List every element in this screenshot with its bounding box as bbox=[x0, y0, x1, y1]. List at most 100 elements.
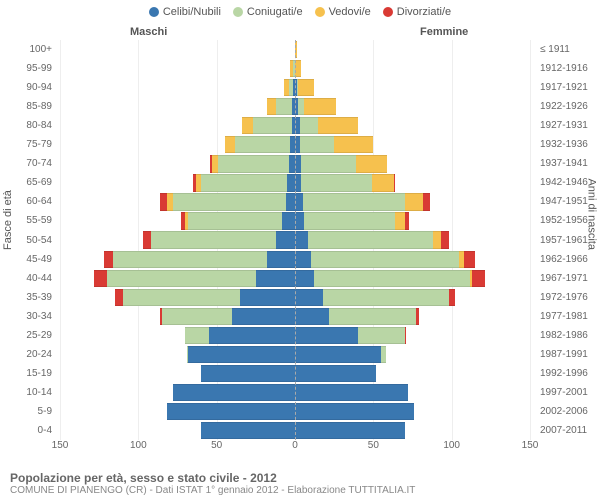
age-group-labels: 0-45-910-1415-1920-2425-2930-3435-3940-4… bbox=[0, 40, 56, 440]
pyramid-row bbox=[60, 326, 295, 345]
bar-segment-married bbox=[173, 193, 286, 210]
age-group-label: 65-69 bbox=[0, 173, 56, 192]
legend-item: Vedovi/e bbox=[315, 6, 371, 18]
bar-segment-single bbox=[295, 212, 304, 229]
pyramid-row bbox=[295, 364, 530, 383]
birth-year-label: 1972-1976 bbox=[540, 288, 600, 307]
pyramid-row bbox=[60, 345, 295, 364]
bar-segment-married bbox=[151, 231, 276, 248]
bar-segment-married bbox=[235, 136, 290, 153]
bar-segment-widowed bbox=[225, 136, 236, 153]
bar-segment-married bbox=[329, 308, 415, 325]
bar-segment-married bbox=[113, 251, 267, 268]
legend-item: Coniugati/e bbox=[233, 6, 303, 18]
bar-segment-single bbox=[295, 346, 381, 363]
bar-segment-single bbox=[267, 251, 295, 268]
age-group-label: 25-29 bbox=[0, 326, 56, 345]
x-tick-label: 150 bbox=[522, 440, 539, 451]
age-group-label: 85-89 bbox=[0, 97, 56, 116]
pyramid-row bbox=[295, 288, 530, 307]
age-group-label: 95-99 bbox=[0, 59, 56, 78]
bar-segment-widowed bbox=[395, 212, 404, 229]
legend-swatch bbox=[233, 7, 243, 17]
bar-segment-widowed bbox=[318, 117, 357, 134]
age-group-label: 70-74 bbox=[0, 154, 56, 173]
bar-segment-widowed bbox=[242, 117, 253, 134]
pyramid-row bbox=[295, 421, 530, 440]
x-tick-label: 100 bbox=[443, 440, 460, 451]
bar-segment-widowed bbox=[405, 193, 424, 210]
x-tick-label: 50 bbox=[368, 440, 379, 451]
bar-segment-single bbox=[209, 327, 295, 344]
pyramid-row bbox=[295, 250, 530, 269]
plot-area bbox=[60, 40, 530, 440]
bar-segment-widowed bbox=[334, 136, 373, 153]
bar-segment-married bbox=[301, 155, 356, 172]
pyramid-row bbox=[295, 402, 530, 421]
bar-segment-single bbox=[295, 251, 311, 268]
grid-line bbox=[530, 40, 531, 440]
bar-segment-single bbox=[295, 193, 303, 210]
bar-segment-divorced bbox=[449, 289, 455, 306]
birth-year-label: 1932-1936 bbox=[540, 135, 600, 154]
bar-segment-married bbox=[201, 174, 287, 191]
bar-segment-married bbox=[304, 212, 395, 229]
pyramid-row bbox=[60, 135, 295, 154]
male-half bbox=[60, 40, 295, 440]
bar-segment-divorced bbox=[441, 231, 449, 248]
pyramid-row bbox=[295, 269, 530, 288]
bar-segment-divorced bbox=[143, 231, 151, 248]
bar-segment-single bbox=[295, 422, 405, 439]
bar-segment-married bbox=[253, 117, 292, 134]
bar-segment-married bbox=[188, 212, 282, 229]
bar-segment-single bbox=[295, 327, 358, 344]
birth-year-label: 1942-1946 bbox=[540, 173, 600, 192]
bar-segment-single bbox=[167, 403, 295, 420]
pyramid-row bbox=[295, 78, 530, 97]
bar-segment-married bbox=[314, 270, 471, 287]
birth-year-label: 1922-1926 bbox=[540, 97, 600, 116]
age-group-label: 5-9 bbox=[0, 402, 56, 421]
legend-label: Coniugati/e bbox=[247, 6, 303, 18]
bar-segment-married bbox=[323, 289, 448, 306]
age-group-label: 35-39 bbox=[0, 288, 56, 307]
bar-segment-divorced bbox=[464, 251, 475, 268]
legend-swatch bbox=[315, 7, 325, 17]
age-group-label: 50-54 bbox=[0, 230, 56, 249]
chart-title: Popolazione per età, sesso e stato civil… bbox=[10, 471, 415, 485]
pyramid-row bbox=[60, 402, 295, 421]
bar-segment-married bbox=[300, 136, 334, 153]
legend-item: Celibi/Nubili bbox=[149, 6, 221, 18]
birth-year-label: 1997-2001 bbox=[540, 383, 600, 402]
bar-segment-married bbox=[123, 289, 241, 306]
bar-segment-divorced bbox=[394, 174, 396, 191]
birth-year-label: 1912-1916 bbox=[540, 59, 600, 78]
birth-year-label: 2007-2011 bbox=[540, 421, 600, 440]
bar-segment-married bbox=[301, 174, 372, 191]
age-group-label: 90-94 bbox=[0, 78, 56, 97]
pyramid-row bbox=[60, 40, 295, 59]
bar-segment-single bbox=[256, 270, 295, 287]
bar-segment-divorced bbox=[115, 289, 123, 306]
bar-segment-married bbox=[311, 251, 460, 268]
bar-segment-single bbox=[201, 365, 295, 382]
birth-year-label: 1917-1921 bbox=[540, 78, 600, 97]
pyramid-row bbox=[60, 173, 295, 192]
pyramid-row bbox=[295, 307, 530, 326]
legend: Celibi/NubiliConiugati/eVedovi/eDivorzia… bbox=[0, 6, 600, 18]
pyramid-row bbox=[60, 78, 295, 97]
age-group-label: 45-49 bbox=[0, 250, 56, 269]
bar-segment-divorced bbox=[94, 270, 107, 287]
pyramid-row bbox=[60, 421, 295, 440]
bar-segment-single bbox=[295, 231, 308, 248]
bar-segment-widowed bbox=[267, 98, 276, 115]
birth-year-label: 1927-1931 bbox=[540, 116, 600, 135]
bar-segment-married bbox=[162, 308, 233, 325]
birth-year-label: 1957-1961 bbox=[540, 230, 600, 249]
bar-segment-married bbox=[358, 327, 405, 344]
pyramid-row bbox=[295, 135, 530, 154]
birth-year-label: 1947-1951 bbox=[540, 192, 600, 211]
legend-label: Vedovi/e bbox=[329, 6, 371, 18]
bar-segment-single bbox=[295, 270, 314, 287]
birth-year-label: 1962-1966 bbox=[540, 250, 600, 269]
